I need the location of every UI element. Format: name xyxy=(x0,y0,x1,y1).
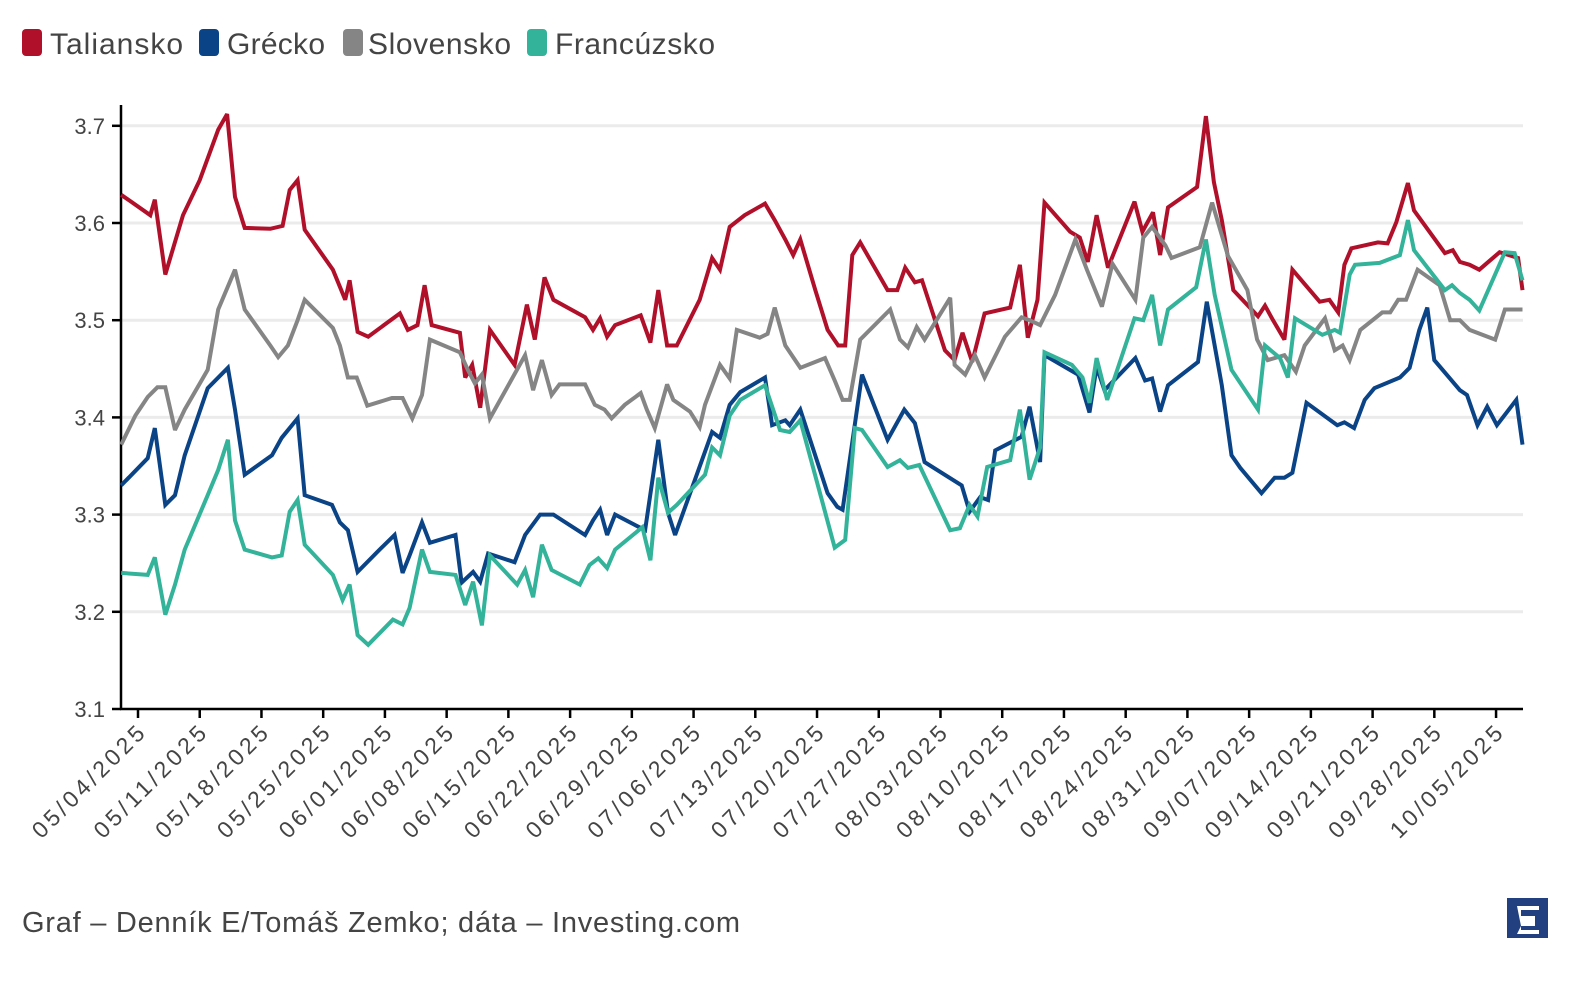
gridlines xyxy=(121,124,1523,614)
legend-label: Francúzsko xyxy=(555,28,715,61)
series-lines xyxy=(119,113,1525,648)
series-line-francuzsko xyxy=(121,219,1525,648)
legend-item-grecko[interactable]: Grécko xyxy=(199,28,325,61)
logo-e-icon xyxy=(1517,906,1539,934)
y-axis: 3.1 3.2 3.3 3.4 3.5 3.6 3.7 xyxy=(74,105,123,722)
legend-item-slovensko[interactable]: Slovensko xyxy=(343,28,511,61)
x-tick-label: 10/05/2025 xyxy=(1385,720,1508,843)
y-tick-label: 3.3 xyxy=(74,503,105,528)
y-tick-label: 3.1 xyxy=(74,697,105,722)
y-tick-label: 3.2 xyxy=(74,600,105,625)
series-line-taliansko xyxy=(120,113,1525,409)
y-tick-label: 3.6 xyxy=(74,211,105,236)
legend-item-taliansko[interactable]: Taliansko xyxy=(22,28,183,61)
y-tick-label: 3.5 xyxy=(74,308,105,333)
legend-item-francuzsko[interactable]: Francúzsko xyxy=(527,28,715,61)
legend-label: Grécko xyxy=(227,28,325,61)
legend-swatch-francuzsko xyxy=(527,29,547,56)
legend: Taliansko Grécko Slovensko Francúzsko xyxy=(22,28,715,61)
footer-credit: Graf – Denník E/Tomáš Zemko; dáta – Inve… xyxy=(22,907,740,939)
denník-e-logo xyxy=(1507,898,1548,938)
x-axis: 05/04/202505/11/202505/18/202505/25/2025… xyxy=(26,707,1523,843)
series-line-grecko xyxy=(119,301,1525,587)
legend-swatch-taliansko xyxy=(22,29,42,56)
y-tick-label: 3.4 xyxy=(74,405,105,430)
legend-swatch-grecko xyxy=(199,29,219,56)
legend-label: Taliansko xyxy=(50,28,183,61)
y-tick-label: 3.7 xyxy=(74,114,105,139)
legend-label: Slovensko xyxy=(368,28,511,61)
legend-swatch-slovensko xyxy=(343,29,363,56)
